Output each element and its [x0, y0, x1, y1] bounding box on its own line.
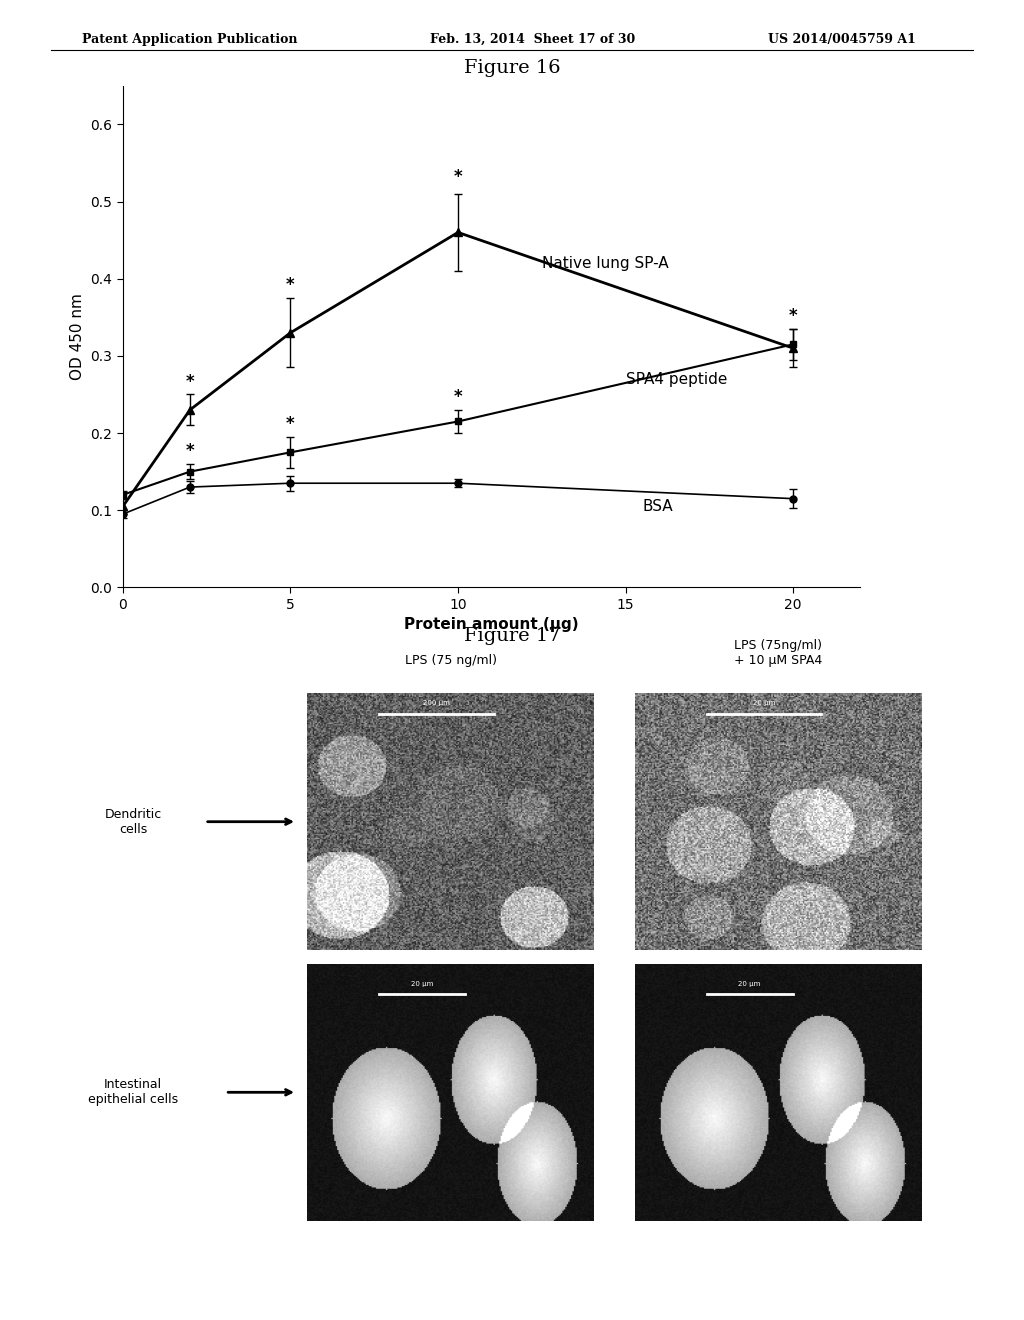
Text: *: *: [454, 168, 462, 186]
Text: BSA: BSA: [642, 499, 673, 513]
Text: *: *: [286, 414, 295, 433]
Text: Figure 16: Figure 16: [464, 59, 560, 78]
Text: 20 μm: 20 μm: [738, 981, 761, 987]
Text: *: *: [286, 276, 295, 294]
X-axis label: Protein amount (μg): Protein amount (μg): [404, 618, 579, 632]
Text: Patent Application Publication: Patent Application Publication: [82, 33, 297, 46]
Text: *: *: [788, 308, 798, 325]
Text: *: *: [454, 388, 462, 407]
Text: Feb. 13, 2014  Sheet 17 of 30: Feb. 13, 2014 Sheet 17 of 30: [430, 33, 635, 46]
Text: Intestinal
epithelial cells: Intestinal epithelial cells: [88, 1078, 178, 1106]
Text: *: *: [185, 372, 195, 391]
Text: 200 μm: 200 μm: [423, 700, 450, 706]
Text: LPS (75ng/ml)
+ 10 μM SPA4: LPS (75ng/ml) + 10 μM SPA4: [734, 639, 822, 667]
Text: Figure 17: Figure 17: [464, 627, 560, 645]
Text: US 2014/0045759 A1: US 2014/0045759 A1: [768, 33, 915, 46]
Text: Native lung SP-A: Native lung SP-A: [542, 256, 669, 271]
Text: 20 μm: 20 μm: [753, 700, 775, 706]
Text: Dendritic
cells: Dendritic cells: [104, 808, 162, 836]
Text: SPA4 peptide: SPA4 peptide: [626, 371, 727, 387]
Text: LPS (75 ng/ml): LPS (75 ng/ml): [404, 653, 497, 667]
Text: 20 μm: 20 μm: [411, 981, 433, 987]
Text: *: *: [185, 442, 195, 461]
Y-axis label: OD 450 nm: OD 450 nm: [70, 293, 85, 380]
